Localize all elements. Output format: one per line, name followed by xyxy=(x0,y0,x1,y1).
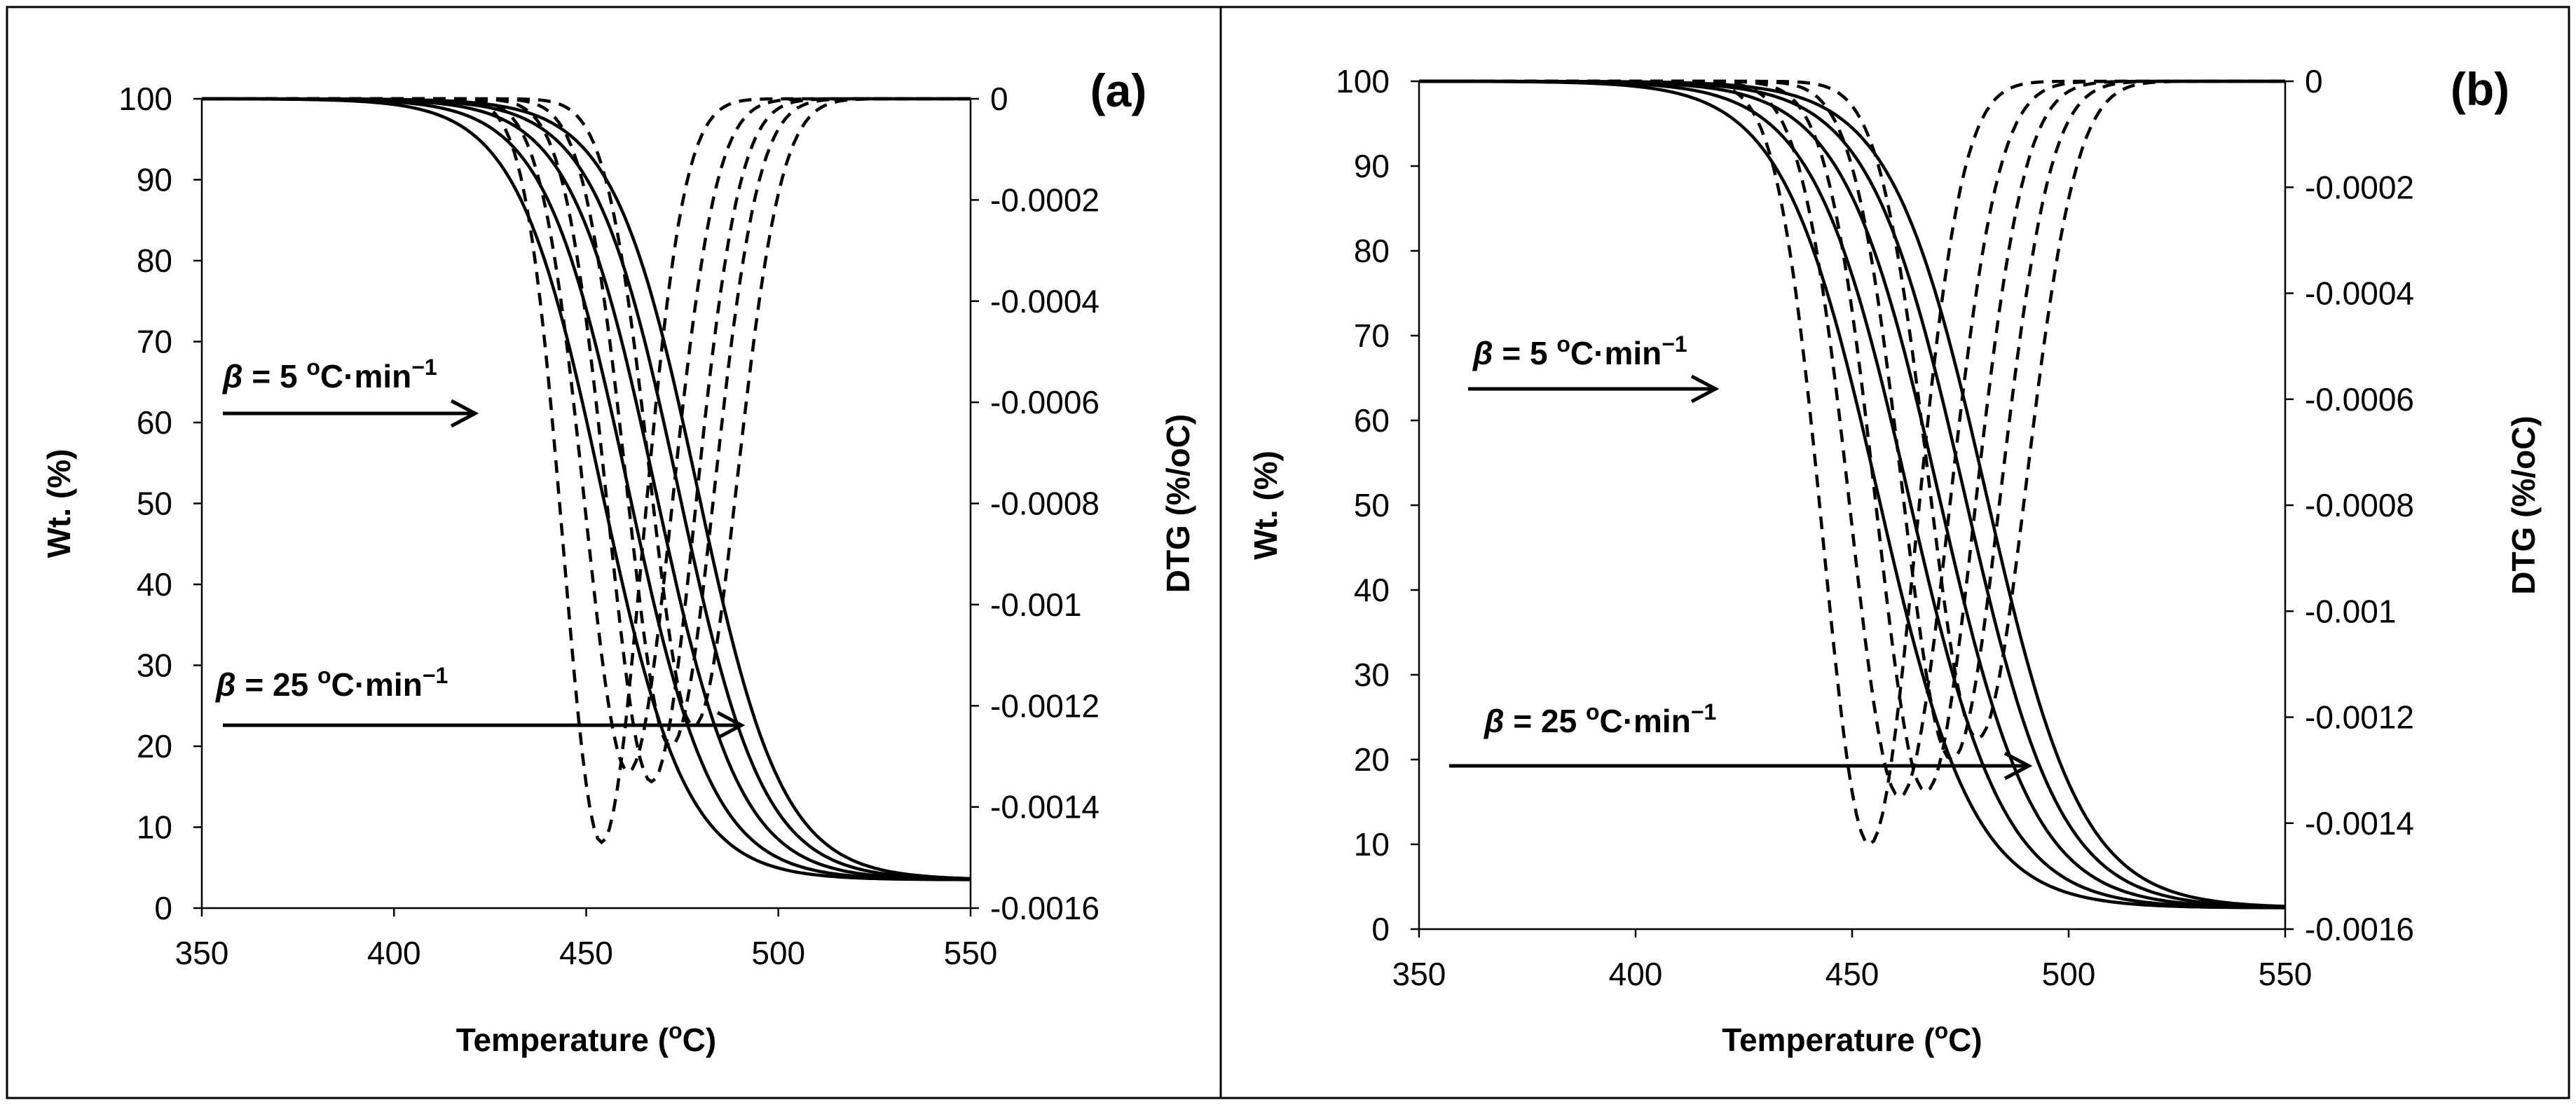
heating-rate-annotation: β = 25 oC·min−1 xyxy=(215,663,448,703)
y-tick-label: 50 xyxy=(1354,487,1390,523)
x-axis-title: Temperature (oC) xyxy=(456,1018,716,1058)
y-tick-label: 80 xyxy=(137,242,172,279)
y2-axis-title: DTG (%/oC) xyxy=(2505,416,2542,595)
y-tick-label: 100 xyxy=(118,81,172,117)
y-tick-label: 10 xyxy=(137,809,172,846)
y-tick-label: 10 xyxy=(1354,826,1390,863)
heating-rate-annotation: β = 5 oC·min−1 xyxy=(222,355,437,394)
y-tick-label: 90 xyxy=(1354,148,1390,184)
y2-tick-label: -0.0002 xyxy=(990,181,1099,218)
annotation-arrow-head xyxy=(1690,374,1720,404)
panel-label: (b) xyxy=(2451,63,2509,115)
y-tick-label: 80 xyxy=(1354,233,1390,269)
y2-axis-title: DTG (%/oC) xyxy=(1160,414,1196,593)
annotation-arrow-head xyxy=(450,399,479,428)
x-tick-label: 350 xyxy=(1392,956,1446,992)
y2-tick-label: 0 xyxy=(2305,63,2323,99)
x-tick-label: 350 xyxy=(175,935,229,971)
y-tick-label: 0 xyxy=(1371,911,1390,947)
y2-tick-label: -0.001 xyxy=(2305,593,2396,629)
y2-tick-label: -0.0016 xyxy=(2305,911,2414,947)
y-tick-label: 60 xyxy=(1354,402,1390,439)
panel-a: 0 10 20 30 40 50 60 70 80 90 100 0 -0.0002 -0.0004 -0.… xyxy=(41,64,1196,1058)
heating-rate-annotation: β = 25 oC·min−1 xyxy=(1484,699,1716,739)
y-tick-label: 100 xyxy=(1336,63,1390,99)
y2-tick-label: -0.0014 xyxy=(2305,805,2414,842)
x-tick-label: 500 xyxy=(2042,956,2096,992)
y2-tick-label: -0.0008 xyxy=(990,486,1099,522)
annotation-arrow-head xyxy=(2003,751,2033,781)
heating-rate-annotation: β = 5 oC·min−1 xyxy=(1472,331,1687,371)
panel-b: 0 10 20 30 40 50 60 70 80 90 100 0 -0.0002 -0.0004 -0.… xyxy=(1247,63,2542,1058)
y-tick-label: 70 xyxy=(1354,317,1390,354)
figure-border xyxy=(6,6,2570,1099)
y-tick-label: 60 xyxy=(137,404,172,441)
x-tick-label: 550 xyxy=(2259,956,2313,992)
y2-tick-label: -0.0006 xyxy=(2305,381,2414,418)
y2-tick-label: -0.0016 xyxy=(990,890,1099,926)
y-tick-label: 20 xyxy=(1354,741,1390,778)
y-tick-label: 30 xyxy=(137,647,172,684)
dtg-curve xyxy=(202,97,971,728)
y2-tick-label: -0.0004 xyxy=(990,283,1099,320)
x-tick-label: 400 xyxy=(1609,956,1663,992)
y2-tick-label: -0.0002 xyxy=(2305,169,2414,205)
y-axis-title: Wt. (%) xyxy=(1247,451,1284,560)
y-axis-title: Wt. (%) xyxy=(41,449,77,558)
y-tick-label: 0 xyxy=(154,890,172,926)
y2-tick-label: -0.001 xyxy=(990,586,1081,623)
dtg-curve xyxy=(1419,79,2285,799)
y-tick-label: 50 xyxy=(137,486,172,522)
annotation-arrow-head xyxy=(716,711,746,740)
y-tick-label: 90 xyxy=(137,162,172,198)
y-tick-label: 40 xyxy=(137,566,172,603)
y-tick-label: 70 xyxy=(137,324,172,360)
x-axis-title: Temperature (oC) xyxy=(1722,1018,1982,1058)
tg-curve xyxy=(1419,79,2286,908)
y2-tick-label: -0.0004 xyxy=(2305,275,2414,312)
x-tick-label: 450 xyxy=(1825,956,1879,992)
y2-tick-label: -0.0014 xyxy=(990,789,1099,825)
y2-tick-label: 0 xyxy=(990,81,1008,117)
x-tick-label: 450 xyxy=(559,935,613,971)
y2-tick-label: -0.0008 xyxy=(2305,487,2414,523)
y2-tick-label: -0.0012 xyxy=(990,687,1099,724)
dtg-curve xyxy=(1419,79,2285,794)
y-tick-label: 30 xyxy=(1354,657,1390,693)
y2-tick-label: -0.0006 xyxy=(990,384,1099,420)
y-tick-label: 40 xyxy=(1354,572,1390,608)
x-tick-label: 400 xyxy=(367,935,421,971)
panel-label: (a) xyxy=(1090,64,1147,116)
x-tick-label: 500 xyxy=(751,935,805,971)
y2-tick-label: -0.0012 xyxy=(2305,699,2414,736)
y-tick-label: 20 xyxy=(137,728,172,764)
x-tick-label: 550 xyxy=(944,935,998,971)
